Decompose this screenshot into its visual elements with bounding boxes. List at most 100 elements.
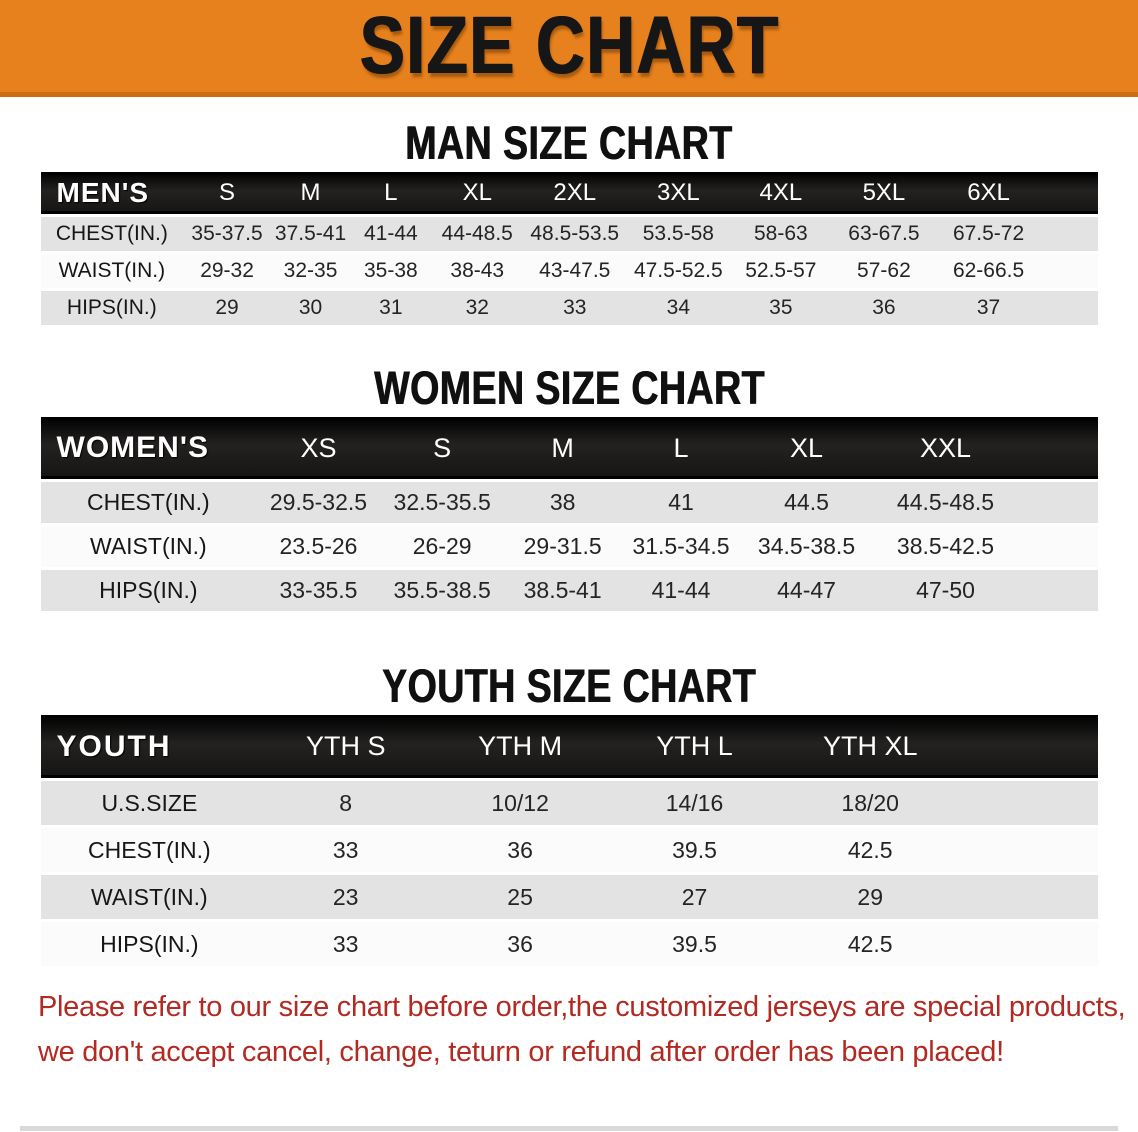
row-label: WAIST(IN.) <box>40 254 184 288</box>
table-cell: 58-63 <box>730 217 832 251</box>
header-filler <box>1018 417 1098 479</box>
table-cell: 18/20 <box>781 781 959 825</box>
table-cell: 29.5-32.5 <box>256 482 381 523</box>
mens-hips-row: HIPS(IN.) 29 30 31 32 33 34 35 36 37 <box>40 291 1098 325</box>
table-cell: 10/12 <box>433 781 608 825</box>
table-cell: 38.5-41 <box>503 570 622 611</box>
row-filler <box>1018 482 1098 523</box>
table-cell: 25 <box>433 875 608 919</box>
row-label: WAIST(IN.) <box>40 875 259 919</box>
youth-ussize-row: U.S.SIZE 8 10/12 14/16 18/20 <box>40 781 1098 825</box>
table-cell: 38 <box>503 482 622 523</box>
table-cell: 37.5-41 <box>270 217 351 251</box>
column-header: S <box>183 172 271 214</box>
column-header: XL <box>431 172 523 214</box>
mens-corner-label: MEN'S <box>40 172 184 214</box>
table-cell: 41 <box>621 482 741 523</box>
mens-size-table: MEN'S S M L XL 2XL 3XL 4XL 5XL 6XL CHEST… <box>40 169 1098 328</box>
table-cell: 38-43 <box>431 254 523 288</box>
column-header: L <box>621 417 741 479</box>
column-header: XXL <box>872 417 1019 479</box>
column-header: YTH S <box>258 715 434 778</box>
column-header: 5XL <box>831 172 937 214</box>
table-cell: 31.5-34.5 <box>621 526 741 567</box>
banner-title: SIZE CHART <box>359 0 779 91</box>
row-filler <box>1018 526 1098 567</box>
youth-size-table: YOUTH YTH S YTH M YTH L YTH XL U.S.SIZE … <box>40 712 1098 969</box>
table-cell: 41-44 <box>350 217 432 251</box>
women-section-title: WOMEN SIZE CHART <box>373 361 765 414</box>
bottom-edge-strip <box>20 1126 1118 1131</box>
table-cell: 29-31.5 <box>503 526 622 567</box>
header-filler <box>958 715 1098 778</box>
youth-header-row: YOUTH YTH S YTH M YTH L YTH XL <box>40 715 1098 778</box>
table-cell: 33 <box>258 828 434 872</box>
table-cell: 29 <box>781 875 959 919</box>
column-header: S <box>380 417 504 479</box>
row-label: HIPS(IN.) <box>40 922 259 966</box>
table-cell: 47.5-52.5 <box>626 254 731 288</box>
table-cell: 44-48.5 <box>431 217 523 251</box>
table-cell: 35 <box>730 291 832 325</box>
disclaimer-text: Please refer to our size chart before or… <box>38 985 1138 1075</box>
column-header: YTH XL <box>781 715 959 778</box>
table-cell: 57-62 <box>831 254 937 288</box>
table-cell: 8 <box>258 781 434 825</box>
column-header: XL <box>740 417 873 479</box>
column-header: L <box>350 172 432 214</box>
table-cell: 52.5-57 <box>730 254 832 288</box>
row-label: CHEST(IN.) <box>40 217 184 251</box>
man-section-title: MAN SIZE CHART <box>405 116 733 169</box>
youth-chest-row: CHEST(IN.) 33 36 39.5 42.5 <box>40 828 1098 872</box>
womens-corner-label: WOMEN'S <box>40 417 257 479</box>
column-header: 3XL <box>626 172 731 214</box>
column-header: 4XL <box>730 172 832 214</box>
table-cell: 23 <box>258 875 434 919</box>
table-cell: 31 <box>350 291 432 325</box>
table-cell: 14/16 <box>607 781 782 825</box>
row-filler <box>958 781 1098 825</box>
column-header: 2XL <box>522 172 627 214</box>
row-label: WAIST(IN.) <box>40 526 257 567</box>
womens-hips-row: HIPS(IN.) 33-35.5 35.5-38.5 38.5-41 41-4… <box>40 570 1098 611</box>
header-filler <box>1040 172 1098 214</box>
size-chart-banner: SIZE CHART <box>0 0 1138 97</box>
table-cell: 44.5-48.5 <box>872 482 1019 523</box>
mens-header-row: MEN'S S M L XL 2XL 3XL 4XL 5XL 6XL <box>40 172 1098 214</box>
column-header: YTH M <box>433 715 608 778</box>
table-cell: 33-35.5 <box>256 570 381 611</box>
table-cell: 62-66.5 <box>936 254 1041 288</box>
mens-waist-row: WAIST(IN.) 29-32 32-35 35-38 38-43 43-47… <box>40 254 1098 288</box>
row-label: HIPS(IN.) <box>40 291 184 325</box>
table-cell: 29 <box>183 291 271 325</box>
table-cell: 26-29 <box>380 526 504 567</box>
womens-size-table: WOMEN'S XS S M L XL XXL CHEST(IN.) 29.5-… <box>40 414 1098 614</box>
table-cell: 23.5-26 <box>256 526 381 567</box>
table-cell: 42.5 <box>781 828 959 872</box>
disclaimer-line-1: Please refer to our size chart before or… <box>38 991 1126 1023</box>
table-cell: 32 <box>431 291 523 325</box>
table-cell: 30 <box>270 291 351 325</box>
row-filler <box>958 828 1098 872</box>
table-cell: 35-38 <box>350 254 432 288</box>
youth-hips-row: HIPS(IN.) 33 36 39.5 42.5 <box>40 922 1098 966</box>
table-cell: 36 <box>433 922 608 966</box>
table-cell: 41-44 <box>621 570 741 611</box>
row-label: HIPS(IN.) <box>40 570 257 611</box>
disclaimer-line-2: we don't accept cancel, change, teturn o… <box>38 1036 1004 1068</box>
column-header: M <box>503 417 622 479</box>
youth-waist-row: WAIST(IN.) 23 25 27 29 <box>40 875 1098 919</box>
table-cell: 39.5 <box>607 922 782 966</box>
row-filler <box>1040 291 1098 325</box>
table-cell: 33 <box>258 922 434 966</box>
row-label: U.S.SIZE <box>40 781 259 825</box>
table-cell: 47-50 <box>872 570 1019 611</box>
table-cell: 32.5-35.5 <box>380 482 504 523</box>
row-filler <box>958 922 1098 966</box>
table-cell: 35-37.5 <box>183 217 271 251</box>
table-cell: 34 <box>626 291 731 325</box>
table-cell: 33 <box>522 291 627 325</box>
womens-chest-row: CHEST(IN.) 29.5-32.5 32.5-35.5 38 41 44.… <box>40 482 1098 523</box>
row-filler <box>958 875 1098 919</box>
youth-section-title: YOUTH SIZE CHART <box>381 659 757 712</box>
